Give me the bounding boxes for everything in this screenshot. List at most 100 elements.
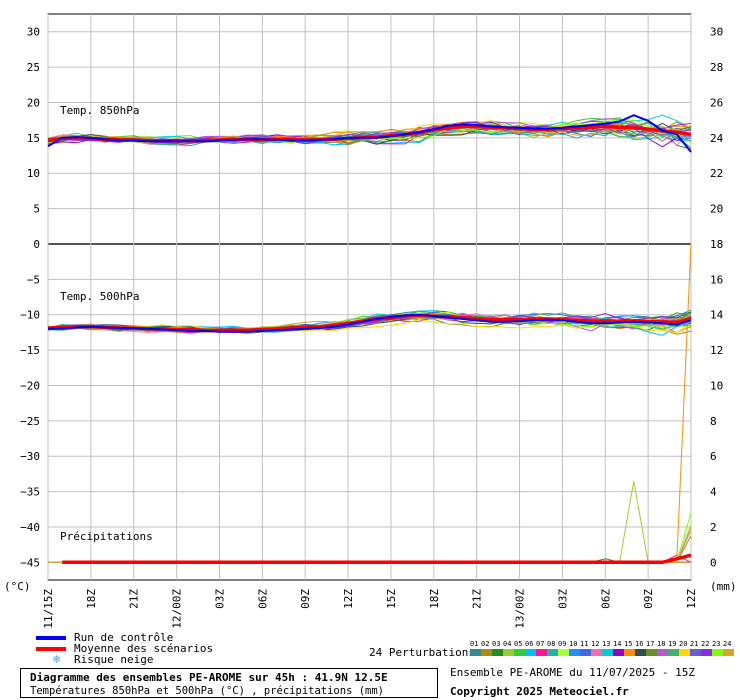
- x-tick-label: 18Z: [428, 589, 441, 609]
- left-tick-label: −5: [27, 273, 40, 286]
- perturbations-label: 24 Perturbations: [369, 646, 475, 659]
- perturbation-swatch: [613, 649, 624, 656]
- right-tick-label: 22: [710, 167, 723, 180]
- right-tick-label: 0: [710, 556, 717, 569]
- title-box: Diagramme des ensembles PE-AROME sur 45h…: [20, 668, 438, 698]
- right-tick-label: 4: [710, 486, 717, 499]
- plot-frame: [47, 13, 692, 581]
- perturbation-number: 12: [591, 640, 600, 648]
- x-tick-label: 09Z: [642, 589, 655, 609]
- mean-swatch: [36, 647, 66, 651]
- perturbation-number: 22: [701, 640, 710, 648]
- perturbation-swatch: [712, 649, 723, 656]
- perturbation-number: 14: [613, 640, 622, 648]
- perturbation-swatch: [503, 649, 514, 656]
- grid: [47, 13, 692, 581]
- member-line-t850: [48, 121, 692, 145]
- perturbation-swatch: [679, 649, 690, 656]
- left-tick-label: 25: [27, 61, 40, 74]
- perturbation-number: 04: [503, 640, 512, 648]
- control-line-t850: [47, 114, 692, 153]
- left-tick-label: 0: [33, 238, 40, 251]
- perturbation-swatch: [635, 649, 646, 656]
- x-tick-label: 12/00Z: [171, 589, 184, 629]
- perturbation-number: 21: [690, 640, 699, 648]
- x-tick-label: 12Z: [342, 589, 355, 609]
- perturbation-swatch: [646, 649, 657, 656]
- right-tick-label: 26: [710, 96, 723, 109]
- x-tick-label: 13/00Z: [514, 589, 527, 629]
- left-tick-label: 15: [27, 132, 40, 145]
- left-unit: (°C): [4, 580, 31, 593]
- right-tick-label: 28: [710, 61, 723, 74]
- control-line-t500: [48, 313, 692, 333]
- perturbation-swatch: [701, 649, 712, 656]
- left-tick-label: −30: [20, 450, 40, 463]
- left-tick-label: −25: [20, 415, 40, 428]
- perturbation-swatch: [492, 649, 503, 656]
- x-tick-label: 06Z: [599, 589, 612, 609]
- right-tick-label: 12: [710, 344, 723, 357]
- member-line-t500: [47, 318, 692, 334]
- snowflake-icon: ❄: [53, 652, 61, 666]
- x-tick-label: 11/15Z: [42, 589, 55, 629]
- t850-label: Temp. 850hPa: [60, 104, 139, 117]
- perturbation-swatch: [525, 649, 536, 656]
- control-swatch: [36, 636, 66, 640]
- chart-subtitle: Températures 850hPa et 500hPa (°C) , pré…: [30, 685, 385, 697]
- perturbation-swatch: [536, 649, 547, 656]
- x-tick-label: 09Z: [299, 589, 312, 609]
- x-tick-label: 12Z: [685, 589, 698, 609]
- precip-label: Précipitations: [60, 530, 153, 543]
- right-tick-label: 10: [710, 379, 723, 392]
- perturbation-number: 20: [679, 640, 688, 648]
- perturbation-swatch: [657, 649, 668, 656]
- perturbation-swatch: [547, 649, 558, 656]
- perturbation-number: 19: [668, 640, 677, 648]
- left-tick-label: −45: [20, 556, 40, 569]
- perturbation-number: 06: [525, 640, 534, 648]
- x-tick-label: 15Z: [385, 589, 398, 609]
- mean-line-precip: [62, 553, 692, 565]
- legend-control-text: Run de contrôle: [74, 631, 174, 644]
- x-tick-label: 21Z: [128, 589, 141, 609]
- perturbation-number: 17: [646, 640, 655, 648]
- left-tick-label: 5: [33, 203, 40, 216]
- right-tick-label: 20: [710, 203, 723, 216]
- perturbation-number: 10: [569, 640, 578, 648]
- perturbation-number: 09: [558, 640, 567, 648]
- right-tick-label: 14: [710, 309, 724, 322]
- perturbation-swatch: [668, 649, 679, 656]
- right-tick-label: 16: [710, 273, 723, 286]
- legend-mean-text: Moyenne des scénarios: [74, 642, 214, 655]
- perturbation-number: 23: [712, 640, 721, 648]
- perturbation-swatch: [591, 649, 602, 656]
- perturbation-number: 11: [580, 640, 589, 648]
- right-tick-label: 30: [710, 26, 723, 39]
- perturbation-swatch: [690, 649, 701, 656]
- member-line-precip: [48, 480, 692, 563]
- perturbation-number: 13: [602, 640, 611, 648]
- t500-label: Temp. 500hPa: [60, 290, 139, 303]
- right-tick-label: 18: [710, 238, 723, 251]
- x-tick-label: 21Z: [471, 589, 484, 609]
- perturbation-number: 18: [657, 640, 666, 648]
- left-tick-label: −15: [20, 344, 40, 357]
- copyright: Copyright 2025 Meteociel.fr: [450, 685, 629, 698]
- perturbation-number: 03: [492, 640, 501, 648]
- perturbation-swatch: [580, 649, 591, 656]
- x-tick-label: 06Z: [256, 589, 269, 609]
- member-line-precip: [48, 243, 692, 563]
- chart-title: Diagramme des ensembles PE-AROME sur 45h…: [30, 671, 388, 684]
- left-tick-label: −40: [20, 521, 40, 534]
- perturbation-number: 02: [481, 640, 490, 648]
- perturbation-swatch: [602, 649, 613, 656]
- main-lines: [47, 114, 692, 565]
- right-tick-label: 2: [710, 521, 717, 534]
- right-tick-label: 8: [710, 415, 717, 428]
- perturbation-number: 05: [514, 640, 523, 648]
- left-tick-label: −10: [20, 309, 40, 322]
- perturbation-number: 08: [547, 640, 556, 648]
